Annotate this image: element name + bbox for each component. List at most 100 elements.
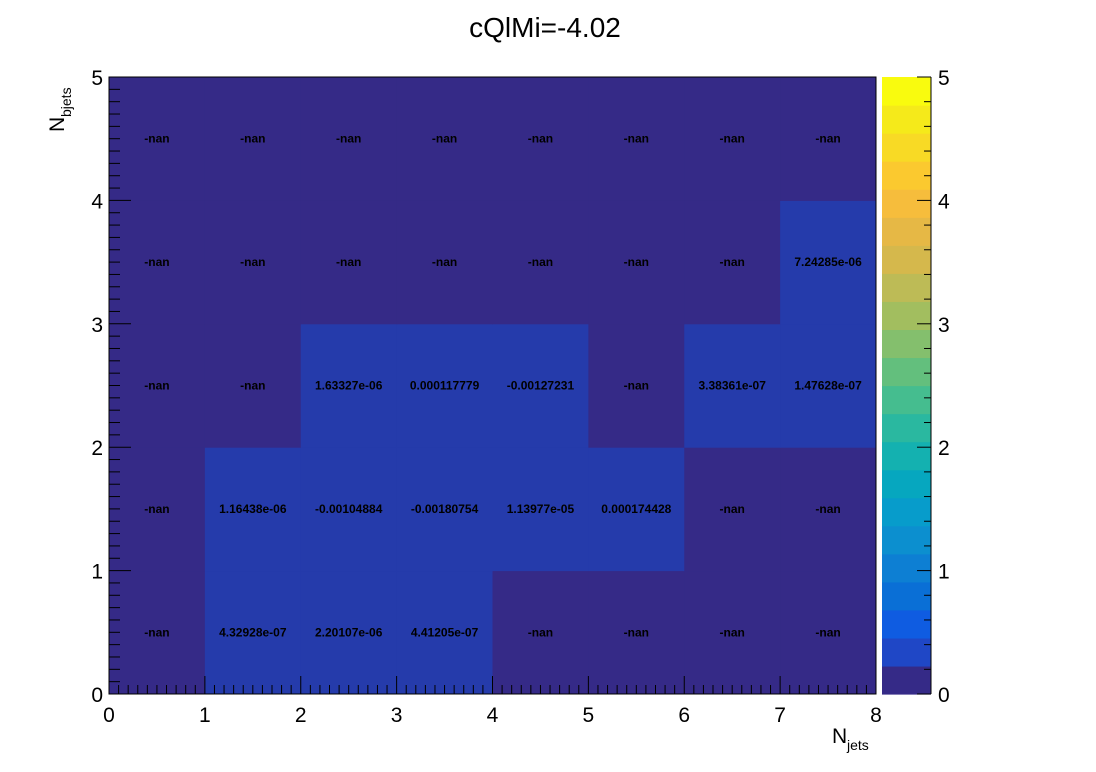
cell-value-label: -nan — [240, 379, 265, 393]
colorbar-tick-label: 2 — [938, 437, 950, 460]
heatmap-cell — [109, 570, 206, 695]
heatmap-cell — [780, 323, 877, 448]
x-axis-title-main: N — [832, 725, 847, 748]
cell-value-label: 1.16438e-06 — [219, 502, 287, 516]
cell-value-label: 0.000174428 — [601, 502, 671, 516]
heatmap-cell — [492, 570, 589, 695]
heatmap-cell — [684, 200, 781, 325]
chart-title: cQlMi=-4.02 — [469, 12, 621, 43]
x-tick-label: 6 — [678, 704, 690, 727]
cell-value-label: -nan — [144, 132, 169, 146]
colorbar-tick-label: 4 — [938, 190, 950, 213]
y-tick-label: 2 — [91, 437, 103, 460]
cell-value-label: -nan — [720, 625, 745, 639]
heatmap-cell — [684, 447, 781, 572]
colorbar-segment — [882, 77, 931, 106]
heatmap-cell — [492, 447, 589, 572]
cell-value-label: -0.00180754 — [411, 502, 479, 516]
heatmap-cell — [492, 323, 589, 448]
y-tick-label: 4 — [91, 190, 103, 213]
x-tick-label: 5 — [583, 704, 595, 727]
cell-value-label: -nan — [720, 502, 745, 516]
x-axis: 0 1 2 3 4 5 6 7 8 — [103, 676, 882, 727]
colorbar-segment — [882, 385, 931, 415]
heatmap-cell — [396, 200, 493, 325]
colorbar-segment — [882, 497, 931, 527]
heatmap-cell-labels: -nan 4.32928e-07 2.20107e-06 4.41205e-07 -na… — [144, 132, 862, 640]
y-axis-title-main: N — [46, 117, 69, 132]
cell-value-label: -nan — [815, 502, 840, 516]
heatmap-cell — [588, 200, 685, 325]
cell-value-label: -nan — [624, 625, 649, 639]
heatmap-cell — [396, 570, 493, 695]
colorbar-segment — [882, 637, 931, 667]
heatmap-cell — [684, 323, 781, 448]
heatmap-cell — [300, 570, 398, 695]
cell-value-label: -0.00104884 — [315, 502, 383, 516]
x-axis-title: N jets — [832, 725, 869, 753]
heatmap-cell — [684, 77, 781, 201]
colorbar-segment — [882, 273, 931, 302]
colorbar-segment — [882, 441, 931, 471]
cell-value-label: 4.41205e-07 — [411, 625, 479, 639]
colorbar-segment — [882, 469, 931, 499]
cell-value-label: -nan — [240, 132, 265, 146]
colorbar-segment — [882, 301, 931, 331]
heatmap-cell — [204, 200, 302, 325]
colorbar-segment — [882, 357, 931, 387]
heatmap-cell — [300, 447, 398, 572]
cell-value-label: -nan — [528, 255, 553, 269]
cell-value-label: -nan — [624, 255, 649, 269]
heatmap-cell — [204, 447, 302, 572]
colorbar-segment — [882, 329, 931, 359]
y-tick-label: 1 — [91, 561, 103, 584]
colorbar-segment — [882, 189, 931, 218]
heatmap-cell — [109, 77, 206, 201]
x-axis-title-sub: jets — [846, 737, 869, 753]
cell-value-label: 7.24285e-06 — [794, 255, 862, 269]
x-tick-label: 3 — [391, 704, 403, 727]
x-tick-label: 4 — [487, 704, 499, 727]
heatmap-cell — [780, 200, 877, 325]
y-tick-label: 0 — [91, 684, 103, 707]
cell-value-label: 0.000117779 — [410, 379, 480, 393]
heatmap-cell — [300, 77, 398, 201]
cell-value-label: -nan — [432, 255, 457, 269]
heatmap-cell — [300, 200, 398, 325]
heatmap-cell — [396, 77, 493, 201]
heatmap-cell — [109, 323, 206, 448]
x-tick-label: 1 — [199, 704, 211, 727]
heatmap-cell — [780, 570, 877, 695]
heatmap-cell — [780, 447, 877, 572]
heatmap-cell — [684, 570, 781, 695]
color-scale-bar: 0 1 2 3 4 5 — [882, 67, 950, 707]
colorbar-tick-label: 5 — [938, 67, 950, 90]
heatmap-cell — [396, 447, 493, 572]
cell-value-label: -nan — [144, 255, 169, 269]
y-tick-label: 5 — [91, 67, 103, 90]
heatmap-cell — [204, 570, 302, 695]
cell-value-label: -nan — [624, 379, 649, 393]
cell-value-label: -nan — [720, 255, 745, 269]
x-tick-label: 2 — [295, 704, 307, 727]
colorbar-tick-label: 0 — [938, 684, 950, 707]
colorbar-segment — [882, 525, 931, 555]
heatmap-cell — [300, 323, 398, 448]
cell-value-label: -nan — [528, 625, 553, 639]
colorbar-segment — [882, 133, 931, 162]
cell-value-label: -nan — [720, 132, 745, 146]
cell-value-label: -nan — [528, 132, 553, 146]
cell-value-label: 3.38361e-07 — [698, 379, 766, 393]
colorbar-segment — [882, 413, 931, 443]
y-axis-title: N bjets — [46, 87, 74, 132]
colorbar-tick-label: 1 — [938, 561, 950, 584]
cell-value-label: -nan — [815, 132, 840, 146]
colorbar-segment — [882, 161, 931, 190]
heatmap-cell — [396, 323, 493, 448]
x-tick-label: 8 — [870, 704, 882, 727]
cell-value-label: -nan — [240, 255, 265, 269]
heatmap-cell — [588, 570, 685, 695]
colorbar-segment — [882, 217, 931, 246]
cell-value-label: 1.13977e-05 — [507, 502, 575, 516]
